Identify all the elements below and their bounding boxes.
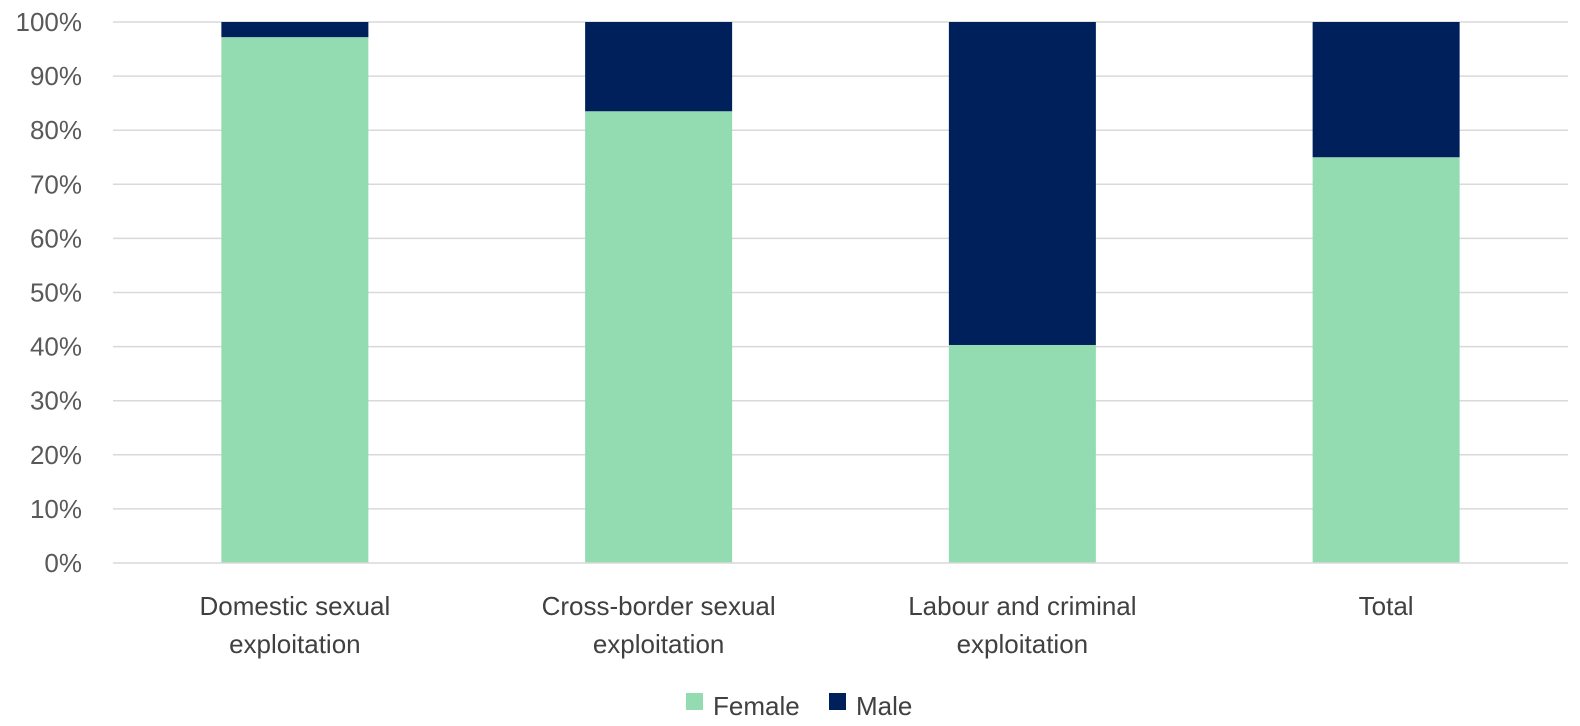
- bar-segment-male: [1312, 22, 1460, 158]
- y-tick-label: 80%: [30, 115, 82, 145]
- x-category-label: exploitation: [593, 629, 725, 659]
- y-tick-label: 50%: [30, 278, 82, 308]
- legend-swatch-male: [829, 693, 846, 710]
- y-tick-label: 70%: [30, 169, 82, 199]
- bar-segment-female: [948, 344, 1096, 563]
- bar-segment-male: [221, 22, 369, 38]
- legend-swatch-female: [686, 693, 703, 710]
- bar-segment-female: [1312, 157, 1460, 563]
- y-tick-label: 30%: [30, 386, 82, 416]
- x-category-label: Domestic sexual: [200, 591, 391, 621]
- x-category-label: Total: [1359, 591, 1414, 621]
- bar-segment-female: [221, 37, 369, 563]
- bar-segment-female: [585, 111, 733, 563]
- bars: [221, 22, 1460, 563]
- legend-label-female: Female: [713, 691, 800, 721]
- bar-segment-male: [585, 22, 733, 112]
- y-tick-label: 100%: [16, 7, 83, 37]
- x-axis-category-labels: Domestic sexual exploitation Cross-border …: [200, 591, 1414, 659]
- x-category-label: Labour and criminal: [908, 591, 1136, 621]
- x-category-label: exploitation: [957, 629, 1089, 659]
- legend: Female Male: [686, 691, 912, 721]
- y-tick-label: 0%: [44, 548, 82, 578]
- y-axis-tick-labels: 0% 10% 20% 30% 40% 50% 60% 70% 80% 90% 100%: [16, 7, 83, 578]
- x-category-label: Cross-border sexual: [542, 591, 776, 621]
- bar-segment-male: [948, 22, 1096, 345]
- y-tick-label: 60%: [30, 223, 82, 253]
- x-category-label: exploitation: [229, 629, 361, 659]
- y-tick-label: 40%: [30, 332, 82, 362]
- legend-label-male: Male: [856, 691, 912, 721]
- y-tick-label: 90%: [30, 61, 82, 91]
- y-tick-label: 10%: [30, 494, 82, 524]
- y-tick-label: 20%: [30, 440, 82, 470]
